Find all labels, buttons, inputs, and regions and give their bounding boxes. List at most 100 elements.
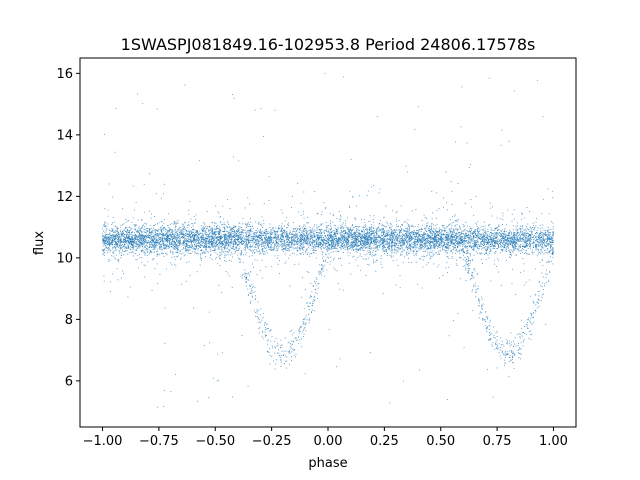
data-point xyxy=(531,314,533,316)
data-point xyxy=(257,222,259,224)
data-point xyxy=(443,233,445,235)
data-point xyxy=(166,254,168,256)
data-point xyxy=(515,246,516,248)
data-point xyxy=(279,233,281,235)
data-point xyxy=(264,241,266,243)
data-point xyxy=(378,226,380,228)
data-point xyxy=(332,251,334,253)
data-point xyxy=(509,240,511,242)
data-point xyxy=(408,228,410,230)
data-point xyxy=(264,247,266,249)
data-point xyxy=(309,245,311,247)
data-point xyxy=(248,279,250,281)
data-point xyxy=(164,342,166,344)
data-point xyxy=(348,240,350,241)
data-point xyxy=(331,232,333,234)
data-point xyxy=(236,240,238,241)
data-point xyxy=(325,230,327,231)
data-point xyxy=(249,249,251,251)
data-point xyxy=(194,240,196,242)
data-point xyxy=(249,245,251,247)
data-point xyxy=(138,226,140,228)
data-point xyxy=(206,211,208,212)
data-point xyxy=(252,236,254,238)
data-point xyxy=(418,229,420,231)
data-point xyxy=(256,274,258,276)
data-point xyxy=(435,242,437,244)
data-point xyxy=(312,235,314,237)
data-point xyxy=(239,252,241,254)
data-point xyxy=(302,231,304,233)
data-point xyxy=(212,233,214,235)
data-point xyxy=(342,246,344,248)
data-point xyxy=(264,322,266,323)
data-point xyxy=(109,245,111,247)
data-point xyxy=(541,296,543,298)
data-point xyxy=(238,235,240,237)
data-point xyxy=(163,234,165,235)
data-point xyxy=(520,319,522,321)
data-point xyxy=(271,229,272,231)
data-point xyxy=(225,242,227,244)
data-point xyxy=(164,239,165,241)
data-point xyxy=(335,232,337,234)
data-point xyxy=(487,316,489,318)
data-point xyxy=(400,246,402,248)
data-point xyxy=(142,234,144,236)
data-point xyxy=(130,243,132,245)
data-point xyxy=(426,240,428,242)
data-point xyxy=(182,225,184,227)
data-point xyxy=(229,254,231,256)
data-point xyxy=(446,236,448,238)
data-point xyxy=(472,235,474,237)
data-point xyxy=(420,231,422,232)
data-point xyxy=(210,227,212,229)
data-point xyxy=(322,245,324,247)
data-point xyxy=(309,255,311,257)
data-point xyxy=(363,238,365,240)
data-point xyxy=(121,239,123,241)
data-point xyxy=(133,232,135,234)
data-point xyxy=(250,271,252,273)
data-point xyxy=(551,246,552,247)
data-point xyxy=(538,295,540,297)
data-point xyxy=(512,243,514,245)
data-point xyxy=(382,246,384,248)
data-point xyxy=(426,217,427,219)
data-point xyxy=(304,240,306,242)
data-point xyxy=(395,231,396,233)
data-point xyxy=(537,250,539,252)
data-point xyxy=(220,243,222,244)
data-point xyxy=(241,252,242,254)
data-point xyxy=(170,235,172,237)
data-point xyxy=(245,274,247,276)
data-point xyxy=(387,233,389,235)
data-point xyxy=(332,215,334,217)
data-point xyxy=(535,244,537,246)
data-point xyxy=(369,227,370,229)
data-point xyxy=(312,305,313,306)
data-point xyxy=(114,246,116,248)
data-point xyxy=(208,241,210,243)
data-point xyxy=(272,242,274,244)
data-point xyxy=(192,236,194,238)
data-point xyxy=(169,240,171,242)
data-point xyxy=(478,248,480,250)
data-point xyxy=(443,240,445,242)
data-point xyxy=(375,254,377,256)
data-point xyxy=(364,238,366,240)
data-point xyxy=(139,237,141,239)
data-point xyxy=(513,225,515,227)
data-point xyxy=(346,236,348,238)
data-point xyxy=(124,250,126,252)
data-point xyxy=(263,235,265,236)
data-point xyxy=(204,245,205,247)
data-point xyxy=(439,238,441,240)
data-point xyxy=(162,232,164,234)
data-point xyxy=(206,228,207,230)
data-point xyxy=(431,245,433,247)
data-point xyxy=(414,245,416,247)
data-point xyxy=(141,245,143,247)
data-point xyxy=(424,238,426,240)
data-point xyxy=(303,228,305,230)
